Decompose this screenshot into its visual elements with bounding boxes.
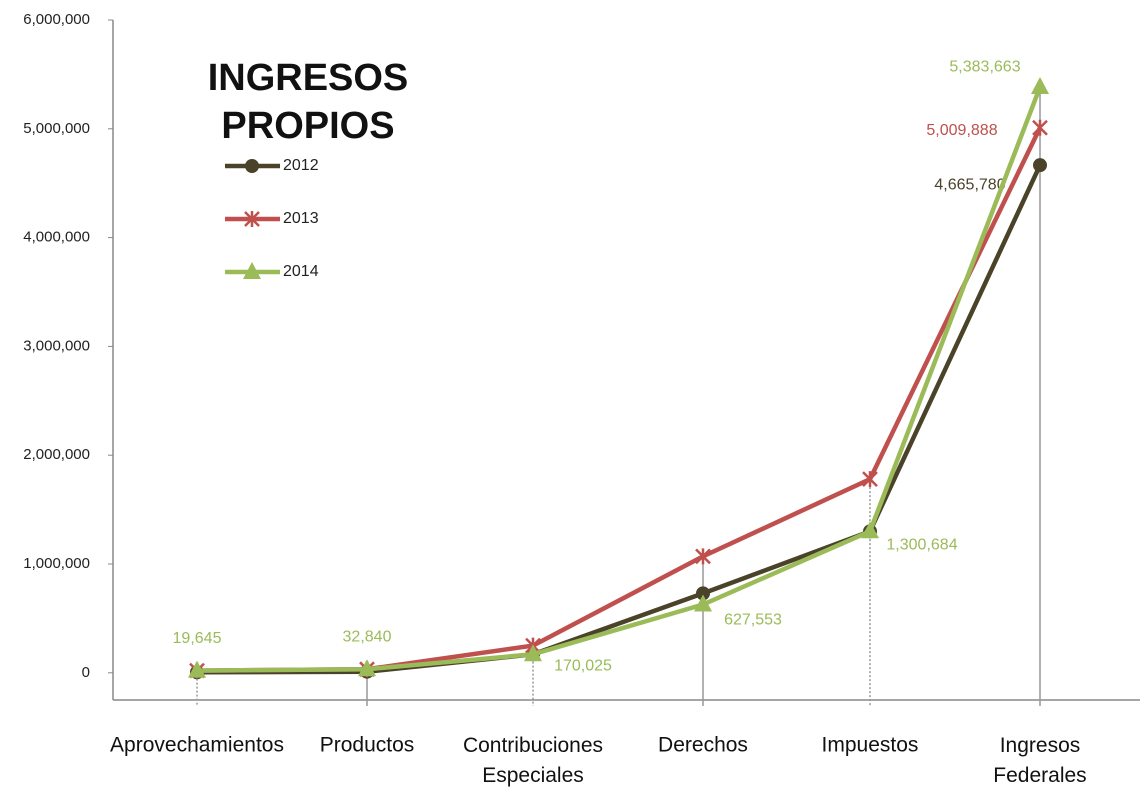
y-tick-label: 6,000,000	[23, 11, 90, 28]
y-tick-label: 4,000,000	[23, 229, 90, 246]
chart-title: INGRESOS PROPIOS	[208, 57, 409, 147]
y-tick-label: 1,000,000	[23, 555, 90, 572]
value-label: 5,009,888	[926, 122, 997, 139]
marker	[524, 644, 542, 662]
legend-label: 2013	[283, 210, 319, 227]
x-tick-label: Contribuciones Especiales	[463, 734, 603, 787]
marker	[1032, 119, 1048, 136]
value-label: 19,645	[173, 630, 222, 647]
line	[196, 86, 1043, 673]
x-tick-label: Aprovechamientos	[110, 734, 284, 757]
marker	[695, 548, 711, 565]
marker	[245, 159, 259, 173]
marker	[244, 211, 260, 227]
value-label: 4,665,780	[934, 176, 1005, 193]
line	[196, 126, 1043, 673]
marker	[358, 659, 376, 677]
line	[196, 164, 1043, 675]
value-label: 627,553	[724, 612, 782, 629]
y-tick-label: 3,000,000	[23, 337, 90, 354]
marker	[1031, 77, 1049, 95]
value-label: 5,383,663	[949, 58, 1020, 75]
y-tick-label: 2,000,000	[23, 446, 90, 463]
value-label: 32,840	[343, 628, 392, 645]
x-tick-label: Productos	[320, 734, 415, 757]
marker	[861, 521, 879, 539]
value-label: 1,300,684	[886, 537, 957, 554]
marker	[862, 471, 878, 488]
x-tick-label: Derechos	[658, 734, 748, 757]
y-tick-label: 0	[82, 664, 90, 681]
marker	[243, 262, 261, 279]
legend-label: 2014	[283, 263, 319, 280]
x-tick-label: Impuestos	[822, 734, 919, 757]
legend-label: 2012	[283, 157, 319, 174]
value-label: 170,025	[554, 658, 612, 675]
marker	[188, 660, 206, 678]
y-tick-label: 5,000,000	[23, 120, 90, 137]
marker	[1033, 158, 1047, 173]
marker	[696, 586, 710, 601]
marker	[694, 594, 712, 612]
x-tick-label: Ingresos Federales	[993, 734, 1086, 787]
